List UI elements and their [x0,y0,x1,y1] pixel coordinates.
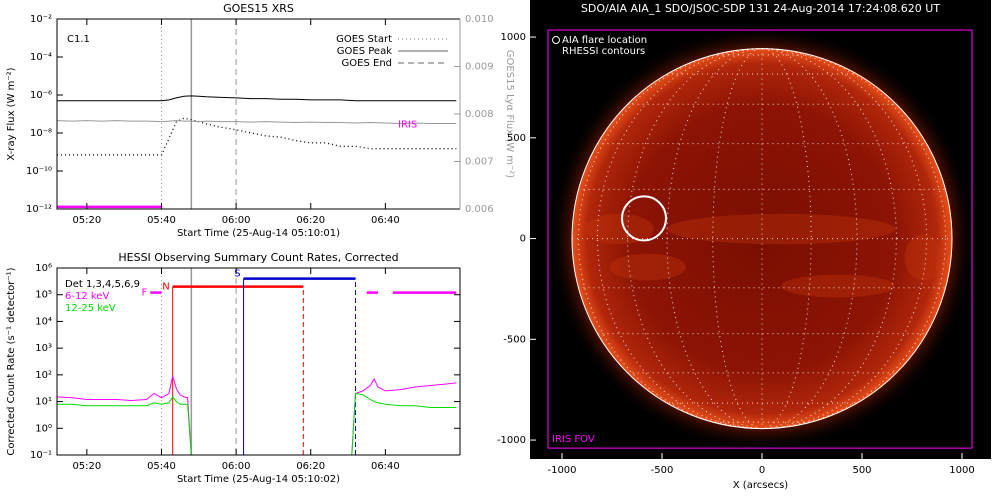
plot-area [57,19,457,209]
x-tick-label: -1000 [547,465,576,476]
image-panel: IRIS FOV SDO/AIA AIA_1 SDO/JSOC-SDP 131 2… [497,0,991,491]
active-region [610,253,686,281]
series-line [57,120,457,125]
y-tick-label: 10⁻⁴ [30,52,52,63]
y-tick-label: 1000 [501,32,526,43]
y-tick-label: 10³ [35,343,52,354]
y-tick-label: 10⁴ [35,316,52,327]
x-tick-label: 06:00 [222,461,251,472]
y-tick-label: 500 [507,133,526,144]
y-tick-label: 10⁻⁸ [30,128,52,139]
interval-label: N [162,282,169,293]
series-label: IRIS [398,120,417,131]
x-tick-label: 05:40 [147,461,176,472]
x-tick-label: 06:20 [296,461,325,472]
legend-label: GOES Start [336,34,392,45]
series-line [57,95,457,102]
legend-label: GOES Peak [337,46,392,57]
y-tick-label: 10⁻¹ [30,450,52,461]
x-tick-label: 06:40 [371,461,400,472]
y-tick-label: 10² [35,370,52,381]
interval-label: F [142,288,148,299]
x-tick-label: -500 [651,465,674,476]
flare-circle [621,195,667,242]
legend-label: 6-12 keV [65,291,109,302]
y-tick-label: -1000 [497,435,526,446]
y-axis-title: Corrected Count Rate (s⁻¹ detector⁻¹) [6,267,17,455]
x-tick-label: 05:20 [72,461,101,472]
y-tick-label: 10¹ [35,397,52,408]
axis-frame [56,18,460,210]
y-tick-label: 10⁻¹² [26,204,52,215]
y-tick-label: 10⁻¹⁰ [26,166,52,177]
fov-box [547,29,973,449]
heliographic-grid [572,48,952,430]
legend-title: Det 1,3,4,5,6,9 [65,279,140,290]
plot-panel: HESSI Observing Summary Count Rates, Cor… [6,251,461,485]
fov-label: IRIS FOV [552,434,595,445]
y2-tick-label: 0.010 [465,14,494,25]
y-tick-label: 10⁻⁶ [30,90,52,101]
y-tick-label: -500 [503,334,526,345]
chart-title: GOES15 XRS [223,2,294,15]
x-axis-title: Start Time (25-Aug-14 05:10:01) [177,228,340,239]
y2-tick-label: 0.008 [465,109,494,120]
x-tick-label: 1000 [949,465,974,476]
legend-symbol [552,36,560,45]
active-region [585,213,654,245]
y-tick-label: 10⁻² [30,14,52,25]
plot-area [57,268,457,455]
x-axis-title: X (arcsecs) [733,480,789,491]
y-axis-title: X-ray Flux (W m⁻²) [6,67,17,160]
x-axis-title: Start Time (25-Aug-14 05:10:02) [177,474,340,485]
annotation: C1.1 [67,34,90,45]
x-tick-label: 0 [759,465,765,476]
y-tick-label: 10⁵ [35,290,52,301]
plot-panel: GOES15 XRS Start Time (25-Aug-14 05:10:01… [6,2,515,239]
x-tick-label: 06:40 [371,215,400,226]
y-tick-label: 10⁰ [35,423,52,434]
legend-label: 12-25 keV [65,303,116,314]
image-title: SDO/AIA AIA_1 SDO/JSOC-SDP 131 24-Aug-20… [581,2,940,15]
y-tick-label: 0 [520,234,526,245]
chart-title: HESSI Observing Summary Count Rates, Cor… [118,251,398,264]
x-tick-label: 05:20 [72,215,101,226]
active-region [781,274,895,298]
series-line [57,392,457,455]
legend-label: GOES End [342,58,392,69]
axis-frame [56,267,460,456]
y-tick-label: 10⁶ [35,263,52,274]
y2-tick-label: 0.007 [465,157,494,168]
legend-label: RHESSI contours [562,46,645,57]
legend-label: AIA flare location [562,35,647,46]
x-tick-label: 06:00 [222,215,251,226]
active-region [904,234,943,281]
active-region [667,213,895,245]
y2-axis-title: GOES15 Lyα Flux (W m⁻²) [504,50,515,178]
x-tick-label: 06:20 [296,215,325,226]
y2-tick-label: 0.009 [465,62,494,73]
x-tick-label: 05:40 [147,215,176,226]
longitude-line [666,48,858,430]
x-tick-label: 500 [852,465,871,476]
interval-label: S [234,269,240,280]
y2-tick-label: 0.006 [465,204,494,215]
